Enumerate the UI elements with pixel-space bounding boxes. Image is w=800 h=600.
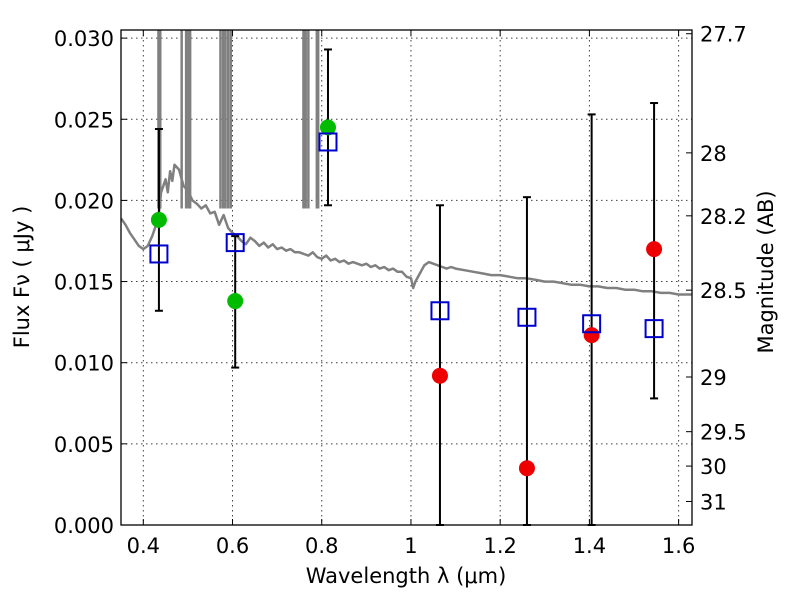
- x-tick-label: 1.6: [662, 534, 695, 558]
- y2-tick-label: 27.7: [700, 23, 747, 47]
- model-bandpass-flux-marker: [517, 307, 537, 327]
- data-marks: [149, 48, 664, 526]
- y2-tick-label: 28.2: [700, 205, 747, 229]
- measured-flux-infrared-point: [646, 241, 663, 258]
- y-tick-label: 0.015: [54, 271, 114, 295]
- axis-ticks: 0.4 0.6 0.8 1 1.2 1.4 1.6 0.000 0.005 0.010 0.015 0…: [54, 23, 747, 558]
- model-bandpass-flux-marker: [318, 132, 338, 152]
- measured-flux-optical-point: [150, 211, 167, 228]
- x-tick-label: 0.4: [127, 534, 160, 558]
- x-tick-label: 0.8: [305, 534, 338, 558]
- y2-tick-label: 28.5: [700, 279, 747, 303]
- model-bandpass-flux-marker: [225, 233, 245, 253]
- y-tick-label: 0.010: [54, 352, 114, 376]
- y-tick-label: 0.005: [54, 433, 114, 457]
- x-tick-label: 0.6: [216, 534, 249, 558]
- y2-tick-label: 30: [700, 455, 727, 479]
- plot-frame: [120, 29, 693, 526]
- y-tick-label: 0.020: [54, 189, 114, 213]
- y2-axis-label: Magnitude (AB): [754, 190, 778, 353]
- y2-tick-label: 31: [700, 490, 727, 514]
- y-tick-label: 0.030: [54, 27, 114, 51]
- measured-flux-optical-point: [227, 293, 244, 310]
- model-bandpass-flux-marker: [149, 244, 169, 264]
- grid-lines: [121, 30, 692, 526]
- y2-tick-label: 29.5: [700, 421, 747, 445]
- y2-tick-label: 29: [700, 366, 727, 390]
- y-tick-label: 0.000: [54, 514, 114, 538]
- x-axis-label: Wavelength λ (μm): [306, 564, 507, 588]
- model-bandpass-flux-marker: [430, 301, 450, 321]
- model-bandpass-flux-marker: [644, 319, 664, 339]
- y-axis-label: Flux Fν ( μJy ): [10, 206, 34, 349]
- spectrum-line: [121, 163, 692, 296]
- x-tick-label: 1: [404, 534, 417, 558]
- measured-flux-optical-point: [319, 119, 336, 136]
- x-tick-label: 1.2: [483, 534, 516, 558]
- spectrum-layer: [121, 30, 692, 296]
- measured-flux-infrared-point: [583, 327, 600, 344]
- x-tick-label: 1.4: [573, 534, 606, 558]
- y-tick-label: 0.025: [54, 108, 114, 132]
- measured-flux-infrared-point: [431, 367, 448, 384]
- model-bandpass-flux-marker: [582, 314, 602, 334]
- y2-tick-label: 28: [700, 142, 727, 166]
- measured-flux-infrared-point: [518, 460, 535, 477]
